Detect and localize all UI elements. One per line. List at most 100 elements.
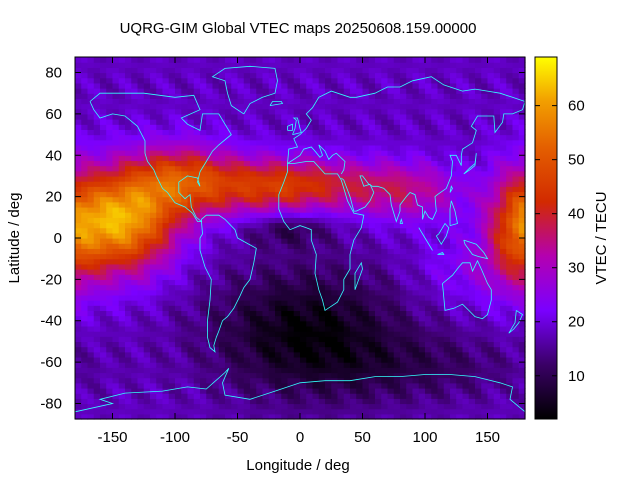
vtec-cell [175, 382, 182, 389]
vtec-cell [256, 108, 264, 115]
vtec-cell [356, 191, 364, 198]
vtec-cell [143, 258, 151, 265]
vtec-cell [156, 222, 164, 229]
vtec-cell [362, 294, 370, 301]
vtec-cell [168, 362, 176, 368]
vtec-cell [468, 232, 476, 239]
vtec-cell [225, 113, 232, 120]
vtec-cell [125, 408, 132, 415]
vtec-cell [287, 263, 295, 270]
vtec-cell [387, 377, 395, 384]
vtec-cell [162, 175, 170, 182]
vtec-cell [187, 351, 195, 358]
vtec-cell [443, 300, 451, 306]
vtec-cell [387, 367, 395, 374]
vtec-cell [468, 238, 476, 244]
vtec-cell [300, 144, 307, 151]
vtec-cell [250, 279, 257, 286]
vtec-cell [212, 165, 220, 172]
vtec-cell [231, 315, 239, 322]
vtec-cell [368, 336, 376, 343]
vtec-cell [437, 351, 445, 358]
vtec-cell [293, 387, 301, 394]
vtec-cell [381, 222, 389, 229]
vtec-cell [418, 93, 426, 99]
vtec-cell [150, 279, 157, 286]
vtec-cell [125, 387, 132, 394]
vtec-cell [106, 362, 114, 368]
vtec-cell [181, 408, 189, 415]
vtec-cell [268, 315, 276, 322]
vtec-cell [387, 181, 395, 187]
vtec-cell [106, 325, 114, 332]
vtec-cell [175, 119, 182, 125]
vtec-cell [300, 191, 307, 198]
vtec-cell [268, 346, 276, 353]
vtec-cell [437, 191, 445, 198]
vtec-cell [443, 67, 451, 74]
vtec-cell [312, 206, 320, 213]
vtec-cell [475, 129, 482, 136]
vtec-cell [300, 269, 307, 275]
vtec-cell [343, 372, 351, 379]
vtec-cell [193, 119, 201, 125]
vtec-cell [343, 108, 351, 115]
vtec-cell [118, 243, 126, 249]
vtec-cell [418, 170, 426, 177]
vtec-cell [225, 150, 232, 156]
vtec-cell [256, 150, 264, 156]
vtec-cell [506, 103, 514, 110]
vtec-cell [87, 284, 95, 291]
vtec-cell [125, 98, 132, 105]
vtec-cell [468, 393, 476, 399]
vtec-cell [281, 57, 289, 63]
vtec-cell [206, 248, 214, 255]
vtec-cell [162, 248, 170, 255]
vtec-cell [106, 310, 114, 317]
vtec-cell [356, 305, 364, 311]
vtec-cell [243, 398, 251, 405]
vtec-cell [437, 201, 445, 208]
vtec-cell [306, 398, 314, 405]
vtec-cell [250, 248, 257, 255]
vtec-cell [293, 243, 301, 249]
vtec-cell [393, 398, 401, 405]
vtec-cell [112, 258, 120, 265]
vtec-cell [218, 113, 226, 120]
vtec-cell [325, 139, 332, 146]
vtec-cell [400, 57, 407, 63]
vtec-cell [431, 124, 439, 130]
vtec-cell [81, 150, 89, 156]
vtec-cell [200, 300, 207, 306]
vtec-cell [287, 341, 295, 348]
vtec-cell [175, 403, 182, 410]
vtec-cell [250, 243, 257, 249]
vtec-cell [331, 113, 339, 120]
vtec-cell [506, 362, 514, 368]
vtec-cell [337, 160, 345, 167]
vtec-cell [168, 274, 176, 280]
vtec-cell [425, 181, 432, 187]
vtec-cell [256, 284, 264, 291]
vtec-cell [256, 258, 264, 265]
vtec-cell [412, 201, 420, 208]
vtec-cell [306, 191, 314, 198]
vtec-cell [412, 170, 420, 177]
vtec-cell [118, 372, 126, 379]
vtec-cell [362, 315, 370, 322]
vtec-cell [518, 398, 526, 405]
vtec-cell [318, 129, 326, 136]
vtec-cell [156, 165, 164, 172]
vtec-cell [262, 170, 270, 177]
vtec-cell [193, 253, 201, 260]
vtec-cell [468, 98, 476, 105]
vtec-cell [412, 289, 420, 296]
vtec-cell [300, 258, 307, 265]
vtec-cell [93, 88, 101, 94]
vtec-cell [237, 88, 245, 94]
vtec-cell [218, 129, 226, 136]
vtec-cell [143, 263, 151, 270]
vtec-cell [125, 181, 132, 187]
vtec-cell [118, 227, 126, 234]
vtec-cell [256, 170, 264, 177]
